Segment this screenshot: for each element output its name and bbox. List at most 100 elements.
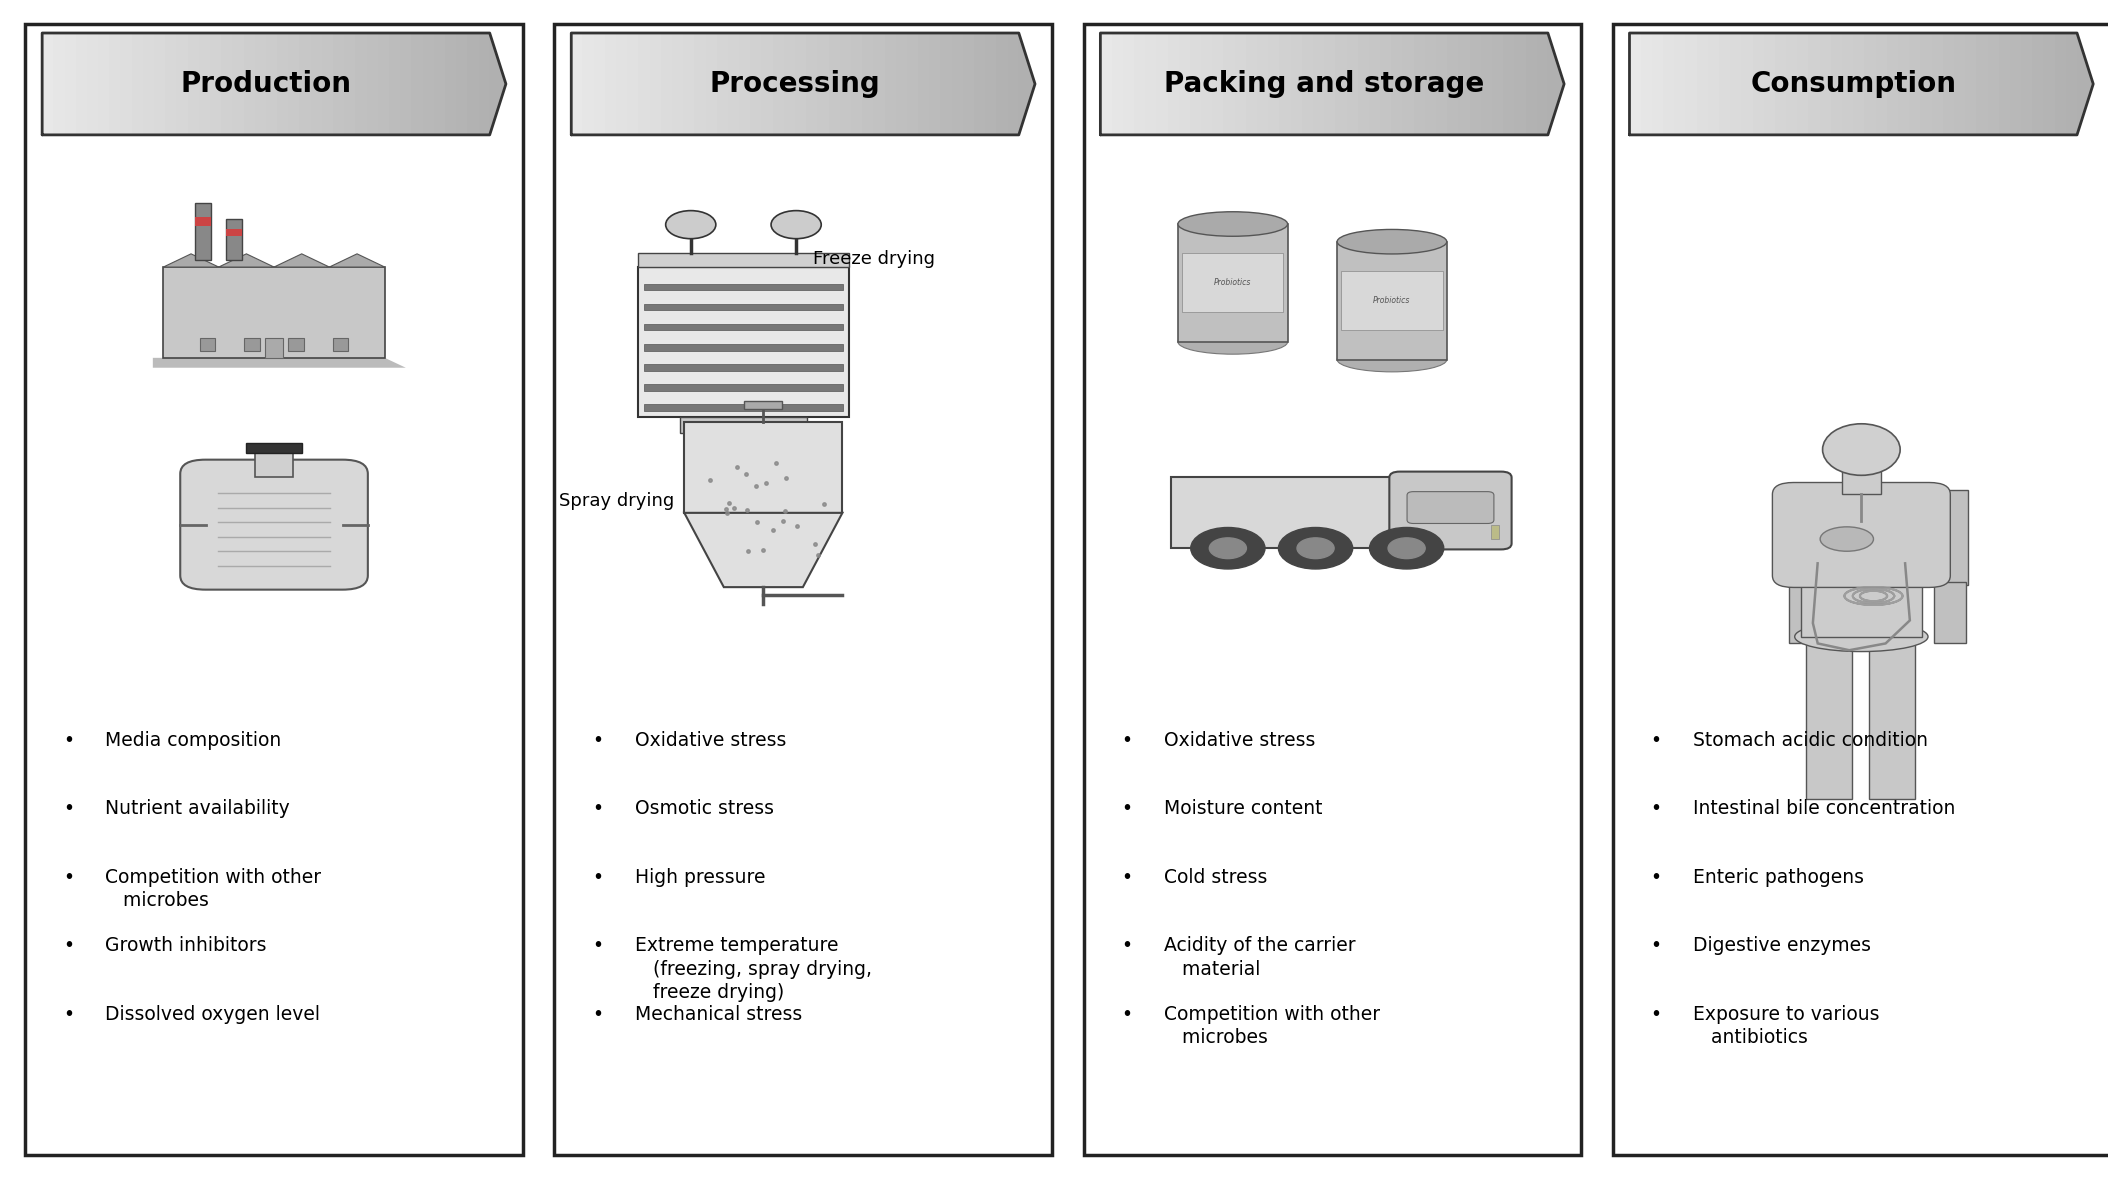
Text: Moisture content: Moisture content: [1164, 799, 1322, 818]
Text: Oxidative stress: Oxidative stress: [1164, 731, 1315, 750]
Ellipse shape: [1819, 527, 1874, 552]
Text: Oxidative stress: Oxidative stress: [635, 731, 786, 750]
Bar: [333, 338, 348, 351]
Bar: [896, 33, 906, 134]
Bar: [1653, 33, 1663, 134]
Bar: [1954, 33, 1965, 134]
Polygon shape: [1547, 33, 1564, 134]
Bar: [974, 33, 984, 134]
Bar: [997, 33, 1008, 134]
Bar: [1798, 33, 1809, 134]
Bar: [76, 33, 86, 134]
Bar: [99, 33, 110, 134]
Bar: [1788, 490, 1823, 585]
Bar: [1842, 33, 1853, 134]
Bar: [255, 453, 293, 477]
Bar: [1134, 33, 1145, 134]
Bar: [2022, 33, 2032, 134]
Bar: [1935, 582, 1965, 644]
Bar: [1788, 582, 1819, 644]
Ellipse shape: [1178, 330, 1288, 354]
Bar: [1775, 33, 1785, 134]
Text: High pressure: High pressure: [635, 868, 765, 887]
Bar: [1246, 33, 1256, 134]
Text: Acidity of the carrier
   material: Acidity of the carrier material: [1164, 936, 1355, 979]
Text: •: •: [592, 936, 603, 955]
Polygon shape: [2076, 33, 2093, 134]
Bar: [1168, 33, 1178, 134]
Bar: [86, 33, 99, 134]
Text: Digestive enzymes: Digestive enzymes: [1693, 936, 1870, 955]
Bar: [645, 364, 843, 370]
Bar: [1944, 33, 1954, 134]
Bar: [1809, 33, 1819, 134]
Bar: [940, 33, 951, 134]
Bar: [951, 33, 963, 134]
Bar: [862, 33, 873, 134]
Bar: [963, 33, 974, 134]
Bar: [1868, 637, 1914, 799]
Bar: [1100, 33, 1111, 134]
Bar: [645, 324, 843, 330]
Bar: [247, 443, 301, 453]
Bar: [221, 33, 232, 134]
Bar: [196, 217, 211, 226]
Bar: [1863, 33, 1876, 134]
Polygon shape: [219, 253, 274, 268]
Bar: [1807, 637, 1851, 799]
Bar: [1178, 33, 1189, 134]
Bar: [1341, 271, 1442, 330]
FancyBboxPatch shape: [1406, 492, 1495, 523]
Polygon shape: [685, 513, 843, 587]
Bar: [356, 33, 367, 134]
Text: •: •: [1651, 1005, 1661, 1023]
Bar: [645, 344, 843, 350]
Bar: [2032, 33, 2043, 134]
Bar: [1503, 33, 1514, 134]
Text: Probiotics: Probiotics: [1372, 296, 1410, 305]
Text: •: •: [592, 799, 603, 818]
Circle shape: [1210, 538, 1246, 559]
Text: Stomach acidic condition: Stomach acidic condition: [1693, 731, 1927, 750]
Bar: [245, 33, 255, 134]
Bar: [1897, 33, 1910, 134]
Bar: [377, 33, 390, 134]
Bar: [289, 338, 304, 351]
Bar: [323, 33, 333, 134]
Bar: [1336, 242, 1446, 360]
Bar: [299, 33, 310, 134]
Circle shape: [666, 211, 717, 238]
Bar: [1223, 33, 1235, 134]
FancyBboxPatch shape: [164, 266, 384, 358]
Bar: [200, 338, 215, 351]
Bar: [1832, 33, 1842, 134]
Bar: [1414, 33, 1425, 134]
Bar: [401, 33, 411, 134]
Bar: [1640, 33, 1653, 134]
Bar: [694, 33, 706, 134]
Bar: [1280, 33, 1290, 134]
Bar: [367, 33, 377, 134]
Bar: [276, 33, 289, 134]
Bar: [1448, 33, 1459, 134]
Bar: [289, 33, 299, 134]
Bar: [1425, 33, 1436, 134]
Circle shape: [1277, 527, 1353, 569]
Bar: [2009, 33, 2022, 134]
Bar: [1887, 33, 1897, 134]
Bar: [1381, 33, 1391, 134]
Bar: [919, 33, 930, 134]
Bar: [594, 33, 605, 134]
Bar: [1303, 33, 1313, 134]
Text: •: •: [63, 1005, 74, 1023]
Text: Enteric pathogens: Enteric pathogens: [1693, 868, 1863, 887]
Bar: [744, 401, 782, 409]
Bar: [1324, 33, 1334, 134]
Text: •: •: [1651, 731, 1661, 750]
Bar: [1183, 253, 1284, 312]
Text: •: •: [63, 936, 74, 955]
Text: •: •: [1121, 868, 1132, 887]
Bar: [683, 33, 694, 134]
Bar: [645, 384, 843, 390]
Bar: [1718, 33, 1731, 134]
